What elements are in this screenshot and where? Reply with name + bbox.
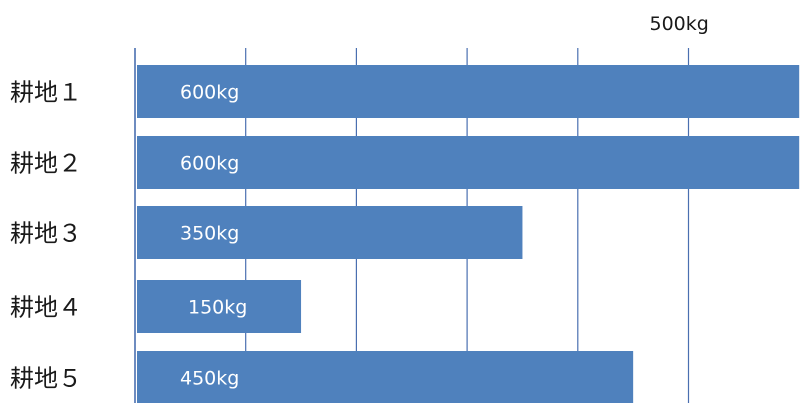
category-label: 耕地１ <box>10 79 82 107</box>
bar <box>137 136 800 189</box>
reference-value-label: 500kg <box>650 13 709 35</box>
bar <box>137 351 634 403</box>
bar <box>137 280 302 333</box>
bars <box>137 65 800 403</box>
bar-value-label: 350kg <box>180 223 239 245</box>
category-label: 耕地３ <box>10 220 82 248</box>
category-label: 耕地４ <box>10 294 82 322</box>
bar-value-label: 150kg <box>188 297 247 319</box>
bar-value-label: 600kg <box>180 153 239 175</box>
bar <box>137 206 523 259</box>
bar-value-label: 600kg <box>180 82 239 104</box>
category-label: 耕地２ <box>10 150 82 178</box>
category-label: 耕地５ <box>10 365 82 393</box>
bar-value-label: 450kg <box>180 368 239 390</box>
labels: 600kg 耕地１ 600kg 耕地２ 350kg 耕地３ 150kg 耕地４ 450kg 耕地５ <box>10 79 247 393</box>
bar <box>137 65 800 118</box>
